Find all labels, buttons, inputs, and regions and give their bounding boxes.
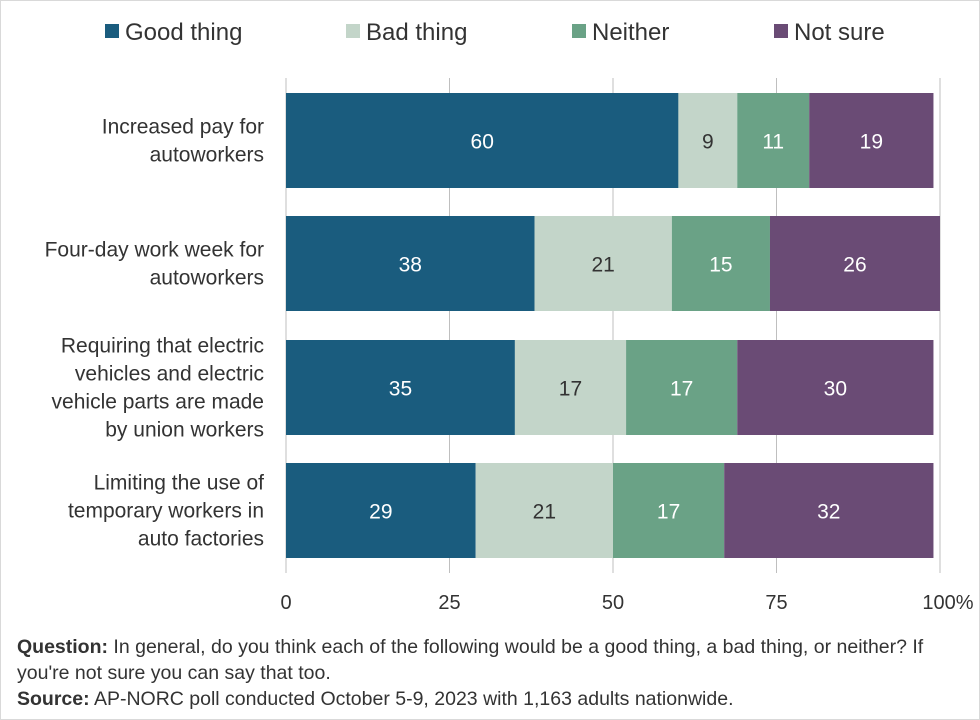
legend-item-good-thing: Good thing xyxy=(105,19,242,46)
source-note: Source: AP-NORC poll conducted October 5… xyxy=(17,686,967,712)
x-tick-label-5: 100% xyxy=(922,592,973,614)
legend-swatch-good-thing xyxy=(105,24,119,38)
category-label-line: temporary workers in xyxy=(68,500,264,523)
legend-item-neither: Neither xyxy=(572,19,669,46)
legend-label-good-thing: Good thing xyxy=(125,19,242,46)
bar-label-not-sure-1: 19 xyxy=(860,131,883,154)
category-label-line: Requiring that electric xyxy=(61,335,264,358)
bar-label-bad-thing-4: 21 xyxy=(533,501,556,524)
bar-not-sure-4 xyxy=(724,463,934,558)
category-label-line: vehicle parts are made xyxy=(52,391,264,414)
legend-item-bad-thing: Bad thing xyxy=(346,19,467,46)
question-text: In general, do you think each of the fol… xyxy=(17,636,924,684)
bar-not-sure-3 xyxy=(737,340,934,435)
x-tick-label-3: 50 xyxy=(602,592,624,614)
bar-good-thing-4 xyxy=(286,463,476,558)
bar-label-neither-3: 17 xyxy=(670,378,693,401)
bar-neither-4 xyxy=(613,463,725,558)
bar-good-thing-3 xyxy=(286,340,515,435)
question-note: Question: In general, do you think each … xyxy=(17,634,967,686)
category-label-line: Increased pay for xyxy=(102,116,264,139)
bar-label-neither-4: 17 xyxy=(657,501,680,524)
bar-label-not-sure-2: 26 xyxy=(843,254,866,277)
bar-bad-thing-3 xyxy=(514,340,627,435)
bar-label-good-thing-1: 60 xyxy=(471,131,494,154)
category-label-1: Increased pay for autoworkers xyxy=(102,116,264,167)
bar-neither-1 xyxy=(737,93,810,188)
bar-bad-thing-4 xyxy=(475,463,613,558)
legend-swatch-bad-thing xyxy=(346,24,360,38)
bar-neither-2 xyxy=(671,216,770,311)
legend-swatch-neither xyxy=(572,24,586,38)
category-label-line: auto factories xyxy=(138,528,264,551)
category-label-4: Limiting the use of temporary workers in a… xyxy=(68,472,264,551)
bar-label-good-thing-4: 29 xyxy=(369,501,392,524)
category-label-line: autoworkers xyxy=(150,144,264,167)
bar-not-sure-2 xyxy=(769,216,940,311)
bar-bad-thing-2 xyxy=(534,216,672,311)
category-label-line: Limiting the use of xyxy=(94,472,265,495)
legend-item-not-sure: Not sure xyxy=(774,19,885,46)
bar-good-thing-1 xyxy=(286,93,679,188)
bar-label-good-thing-3: 35 xyxy=(389,378,412,401)
legend-label-not-sure: Not sure xyxy=(794,19,885,46)
bar-label-bad-thing-3: 17 xyxy=(559,378,582,401)
question-label: Question: xyxy=(17,636,108,658)
x-tick-label-2: 25 xyxy=(438,592,460,614)
legend-label-neither: Neither xyxy=(592,19,669,46)
category-label-line: Four-day work week for xyxy=(45,239,264,262)
source-label: Source: xyxy=(17,688,90,710)
bar-neither-3 xyxy=(626,340,738,435)
bar-label-not-sure-3: 30 xyxy=(824,378,847,401)
category-label-3: Requiring that electric vehicles and elec… xyxy=(52,335,264,442)
category-label-line: vehicles and electric xyxy=(75,363,264,386)
source-text: AP-NORC poll conducted October 5-9, 2023… xyxy=(89,688,734,710)
stacked-bar-chart: Good thing Bad thing Neither Not sure Increa… xyxy=(45,19,974,614)
bar-label-bad-thing-2: 21 xyxy=(592,254,615,277)
bar-label-good-thing-2: 38 xyxy=(399,254,422,277)
legend-swatch-not-sure xyxy=(774,24,788,38)
bar-label-neither-2: 15 xyxy=(709,254,732,277)
bar-label-bad-thing-1: 9 xyxy=(702,131,714,154)
legend-label-bad-thing: Bad thing xyxy=(366,19,467,46)
x-tick-label-1: 0 xyxy=(280,592,291,614)
category-label-line: by union workers xyxy=(105,419,264,442)
bar-label-not-sure-4: 32 xyxy=(817,501,840,524)
bar-not-sure-1 xyxy=(809,93,934,188)
category-label-2: Four-day work week for autoworkers xyxy=(45,239,264,290)
bar-bad-thing-1 xyxy=(678,93,738,188)
bar-label-neither-1: 11 xyxy=(762,131,784,154)
chart-notes: Question: In general, do you think each … xyxy=(17,634,967,712)
category-label-line: autoworkers xyxy=(150,267,264,290)
x-tick-label-4: 75 xyxy=(765,592,787,614)
bar-good-thing-2 xyxy=(286,216,535,311)
